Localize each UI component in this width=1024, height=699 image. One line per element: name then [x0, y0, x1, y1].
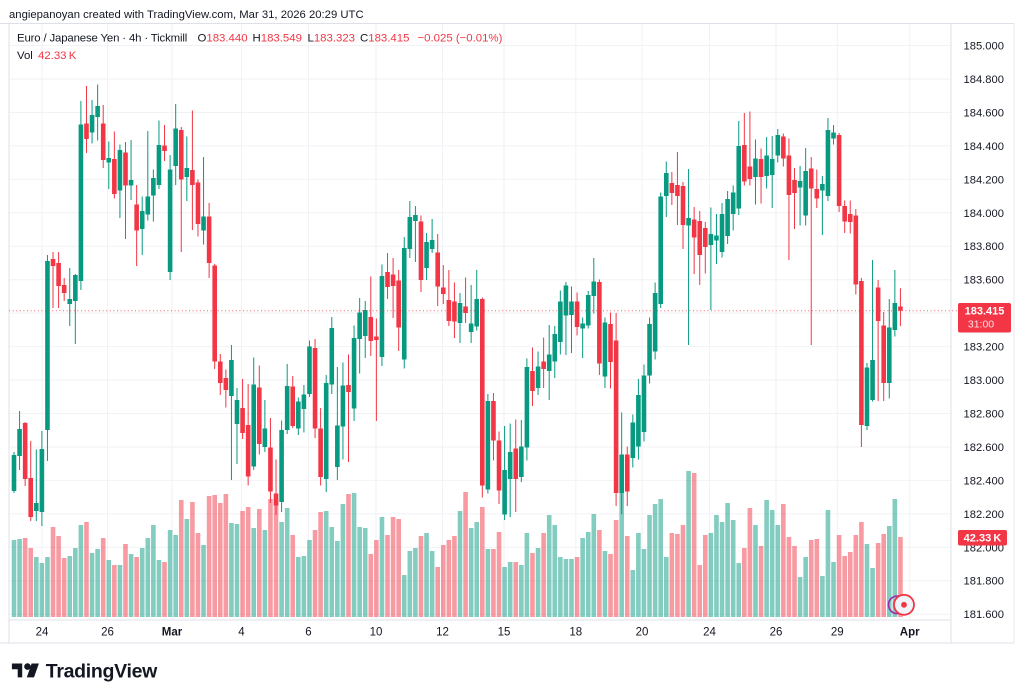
svg-text:31:00: 31:00: [968, 319, 994, 331]
svg-text:183.000: 183.000: [964, 375, 1004, 387]
svg-text:185.000: 185.000: [964, 41, 1004, 53]
svg-text:C183.415: C183.415: [360, 33, 409, 45]
svg-text:183.415: 183.415: [965, 306, 1005, 318]
svg-text:184.800: 184.800: [964, 74, 1004, 86]
svg-text:angiepanoyan created with Trad: angiepanoyan created with TradingView.co…: [9, 9, 364, 21]
svg-text:Apr: Apr: [900, 627, 920, 639]
svg-text:184.000: 184.000: [964, 208, 1004, 220]
svg-text:184.400: 184.400: [964, 141, 1004, 153]
svg-text:182.200: 182.200: [964, 509, 1004, 521]
svg-text:182.600: 182.600: [964, 442, 1004, 454]
svg-text:O183.440: O183.440: [198, 33, 248, 45]
svg-text:−0.025 (−0.01%): −0.025 (−0.01%): [418, 33, 503, 45]
svg-text:29: 29: [831, 627, 844, 639]
svg-text:26: 26: [101, 627, 114, 639]
svg-text:26: 26: [770, 627, 783, 639]
svg-text:18: 18: [569, 627, 582, 639]
svg-text:Mar: Mar: [162, 627, 183, 639]
svg-text:184.200: 184.200: [964, 174, 1004, 186]
svg-text:L183.323: L183.323: [308, 33, 356, 45]
svg-text:Euro / Japanese Yen · 4h · Tic: Euro / Japanese Yen · 4h · Tickmill: [17, 33, 187, 45]
svg-text:182.400: 182.400: [964, 475, 1004, 487]
svg-text:183.200: 183.200: [964, 342, 1004, 354]
svg-text:24: 24: [36, 627, 49, 639]
svg-text:12: 12: [436, 627, 449, 639]
svg-text:15: 15: [498, 627, 511, 639]
svg-text:183.600: 183.600: [964, 275, 1004, 287]
svg-text:4: 4: [238, 627, 245, 639]
svg-text:6: 6: [305, 627, 311, 639]
svg-text:184.600: 184.600: [964, 108, 1004, 120]
svg-text:20: 20: [636, 627, 649, 639]
svg-text:181.600: 181.600: [964, 609, 1004, 621]
svg-text:H183.549: H183.549: [253, 33, 302, 45]
svg-text:183.800: 183.800: [964, 241, 1004, 253]
svg-text:24: 24: [703, 627, 716, 639]
svg-text:Vol: Vol: [17, 50, 33, 62]
svg-text:10: 10: [370, 627, 383, 639]
svg-text:TradingView: TradingView: [46, 661, 158, 683]
svg-text:181.800: 181.800: [964, 576, 1004, 588]
svg-text:182.800: 182.800: [964, 409, 1004, 421]
svg-text:42.33 K: 42.33 K: [38, 50, 77, 62]
svg-text:42.33 K: 42.33 K: [964, 533, 1002, 545]
